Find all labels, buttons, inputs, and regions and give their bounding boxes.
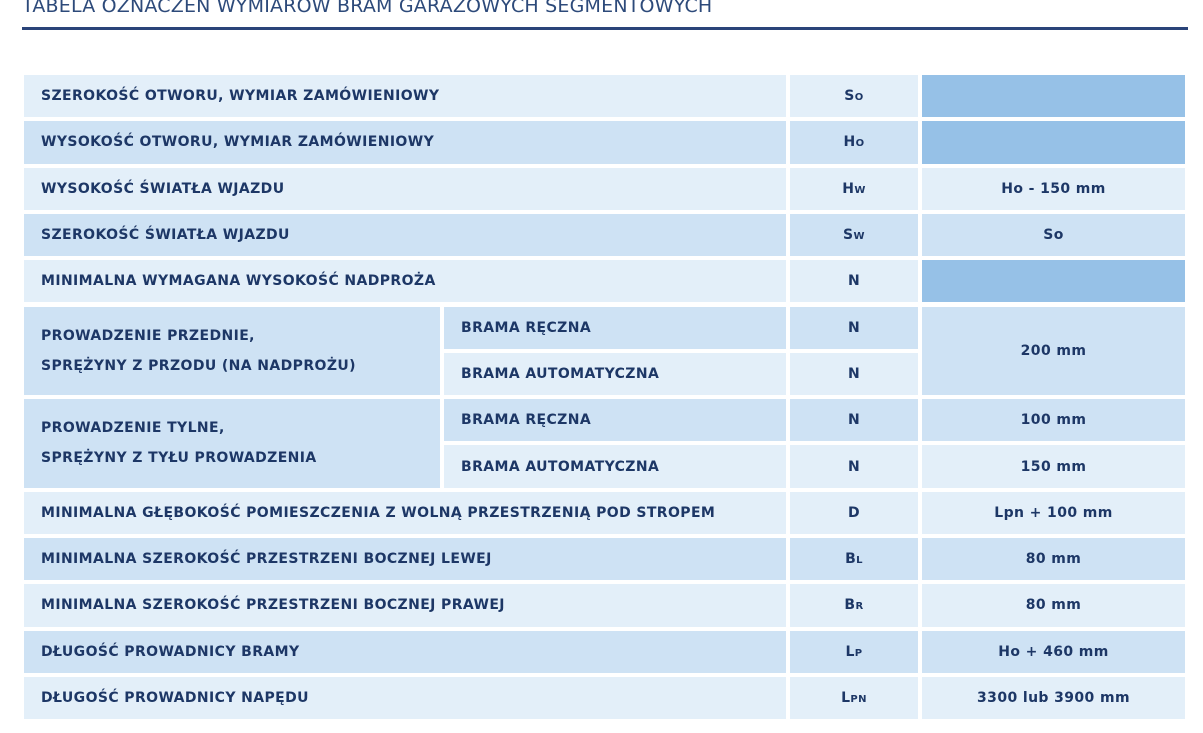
label-text: SZEROKOŚĆ ŚWIATŁA WJAZDU: [41, 227, 290, 244]
symbol: Ho: [790, 121, 918, 164]
symbol: N: [790, 445, 918, 488]
label-text: DŁUGOŚĆ PROWADNICY NAPĘDU: [41, 690, 309, 707]
label-text: BRAMA AUTOMATYCZNA: [461, 365, 660, 382]
value-text: Lpn + 100 mm: [994, 504, 1113, 521]
symbol-text: Sw: [843, 227, 865, 244]
symbol-text: N: [847, 319, 861, 336]
symbol-text: So: [844, 88, 864, 105]
value: [922, 121, 1185, 164]
symbol-text: Bl: [845, 551, 863, 568]
symbol-text: Ho: [843, 134, 865, 151]
symbol-text: N: [847, 273, 861, 290]
value: So: [922, 213, 1185, 257]
value: Ho + 460 mm: [922, 630, 1185, 673]
symbol-text: Lpn: [841, 690, 867, 707]
value: 3300 lub 3900 mm: [922, 676, 1185, 720]
value-text: So: [1043, 227, 1064, 244]
row-label: MINIMALNA GŁĘBOKOŚĆ POMIESZCZENIA Z WOLN…: [24, 491, 786, 534]
symbol: N: [790, 306, 918, 349]
value-text: 3300 lub 3900 mm: [977, 690, 1130, 707]
label-text: WYSOKOŚĆ OTWORU, WYMIAR ZAMÓWIENIOWY: [41, 134, 435, 151]
label-text: BRAMA RĘCZNA: [461, 412, 592, 429]
symbol: Bl: [790, 538, 918, 581]
row-label: WYSOKOŚĆ OTWORU, WYMIAR ZAMÓWIENIOWY: [24, 121, 786, 164]
label-text: SZEROKOŚĆ OTWORU, WYMIAR ZAMÓWIENIOWY: [41, 88, 440, 105]
title-rule: [22, 27, 1188, 30]
sub-label: BRAMA AUTOMATYCZNA: [444, 352, 786, 396]
label-text: DŁUGOŚĆ PROWADNICY BRAMY: [41, 643, 300, 660]
label-text: BRAMA AUTOMATYCZNA: [461, 458, 660, 475]
value: 100 mm: [922, 399, 1185, 442]
symbol: So: [790, 75, 918, 118]
label-text: WYSOKOŚĆ ŚWIATŁA WJAZDU: [41, 180, 285, 197]
symbol: Hw: [790, 167, 918, 210]
label-line: PROWADZENIE PRZEDNIE,: [41, 327, 255, 344]
symbol-text: N: [847, 412, 861, 429]
value-text: Ho + 460 mm: [998, 643, 1109, 660]
value: 150 mm: [922, 445, 1185, 488]
label-text: BRAMA RĘCZNA: [461, 319, 592, 336]
symbol-text: Hw: [842, 180, 866, 197]
label-text: MINIMALNA SZEROKOŚĆ PRZESTRZENI BOCZNEJ …: [41, 551, 492, 568]
sub-label: BRAMA RĘCZNA: [444, 306, 786, 349]
row-label: WYSOKOŚĆ ŚWIATŁA WJAZDU: [24, 167, 786, 210]
group-label: PROWADZENIE TYLNE, SPRĘŻYNY Z TYŁU PROWAD…: [24, 399, 440, 488]
value: [922, 75, 1185, 118]
symbol: Lp: [790, 630, 918, 673]
sub-label: BRAMA AUTOMATYCZNA: [444, 445, 786, 488]
symbol: Sw: [790, 213, 918, 257]
sub-label: BRAMA RĘCZNA: [444, 399, 786, 442]
row-label: SZEROKOŚĆ OTWORU, WYMIAR ZAMÓWIENIOWY: [24, 75, 786, 118]
symbol-text: Lp: [845, 643, 863, 660]
symbol: N: [790, 399, 918, 442]
symbol: N: [790, 352, 918, 396]
row-label: DŁUGOŚĆ PROWADNICY BRAMY: [24, 630, 786, 673]
value: Ho - 150 mm: [922, 167, 1185, 210]
symbol-text: Br: [844, 597, 864, 614]
symbol-text: N: [847, 458, 861, 475]
label-line: PROWADZENIE TYLNE,: [41, 420, 225, 437]
title: TABELA OZNACZEŃ WYMIARÓW BRAM GARAŻOWYCH…: [22, 0, 713, 17]
row-label: MINIMALNA SZEROKOŚĆ PRZESTRZENI BOCZNEJ …: [24, 584, 786, 627]
symbol-text: D: [847, 504, 861, 521]
value-text: 80 mm: [1025, 597, 1082, 614]
symbol: Lpn: [790, 676, 918, 720]
value: 200 mm: [922, 306, 1185, 396]
value: [922, 260, 1185, 303]
label-line: SPRĘŻYNY Z TYŁU PROWADZENIA: [41, 450, 317, 467]
label-text: MINIMALNA SZEROKOŚĆ PRZESTRZENI BOCZNEJ …: [41, 597, 505, 614]
value-text: 200 mm: [1020, 342, 1087, 359]
label-text: MINIMALNA WYMAGANA WYSOKOŚĆ NADPROŻA: [41, 273, 436, 290]
label-line: SPRĘŻYNY Z PRZODU (NA NADPROŻU): [41, 357, 356, 374]
symbol: Br: [790, 584, 918, 627]
symbol: D: [790, 491, 918, 534]
row-label: MINIMALNA WYMAGANA WYSOKOŚĆ NADPROŻA: [24, 260, 786, 303]
value: 80 mm: [922, 584, 1185, 627]
symbol-text: N: [847, 365, 861, 382]
row-label: SZEROKOŚĆ ŚWIATŁA WJAZDU: [24, 213, 786, 257]
symbol: N: [790, 260, 918, 303]
value: Lpn + 100 mm: [922, 491, 1185, 534]
value-text: 150 mm: [1020, 458, 1087, 475]
value: 80 mm: [922, 538, 1185, 581]
group-label: PROWADZENIE PRZEDNIE, SPRĘŻYNY Z PRZODU (…: [24, 306, 440, 396]
value-text: 80 mm: [1025, 551, 1082, 568]
row-label: DŁUGOŚĆ PROWADNICY NAPĘDU: [24, 676, 786, 720]
label-text: MINIMALNA GŁĘBOKOŚĆ POMIESZCZENIA Z WOLN…: [41, 504, 716, 521]
value-text: 100 mm: [1020, 412, 1087, 429]
value-text: Ho - 150 mm: [1001, 180, 1106, 197]
row-label: MINIMALNA SZEROKOŚĆ PRZESTRZENI BOCZNEJ …: [24, 538, 786, 581]
